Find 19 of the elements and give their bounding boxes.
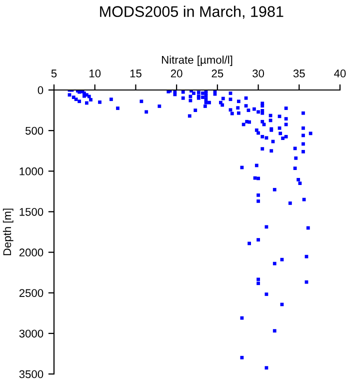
x-axis-title: Nitrate [µmol/l] xyxy=(162,56,232,66)
y-tick-label: 1500 xyxy=(20,208,44,216)
y-tick-label: 3000 xyxy=(19,330,44,338)
x-tick-label: 5 xyxy=(51,70,57,78)
x-tick-label: 25 xyxy=(212,70,224,78)
chart-title: MODS2005 in March, 1981 xyxy=(100,6,284,19)
x-tick-label: 35 xyxy=(293,70,305,78)
y-tick-label: 2500 xyxy=(19,289,44,297)
x-tick-label: 30 xyxy=(252,70,264,78)
y-tick-label: 0 xyxy=(38,86,44,94)
x-tick-label: 20 xyxy=(170,70,182,78)
x-tick-label: 15 xyxy=(130,70,142,78)
y-tick-label: 500 xyxy=(25,126,44,135)
y-tick-label: 2000 xyxy=(19,248,44,256)
y-axis-title: Depth [m] xyxy=(2,208,14,256)
y-tick-label: 1000 xyxy=(20,167,44,176)
y-tick-label: 3500 xyxy=(19,370,44,378)
x-tick-label: 10 xyxy=(90,70,101,78)
x-tick-label: 40 xyxy=(334,70,346,78)
